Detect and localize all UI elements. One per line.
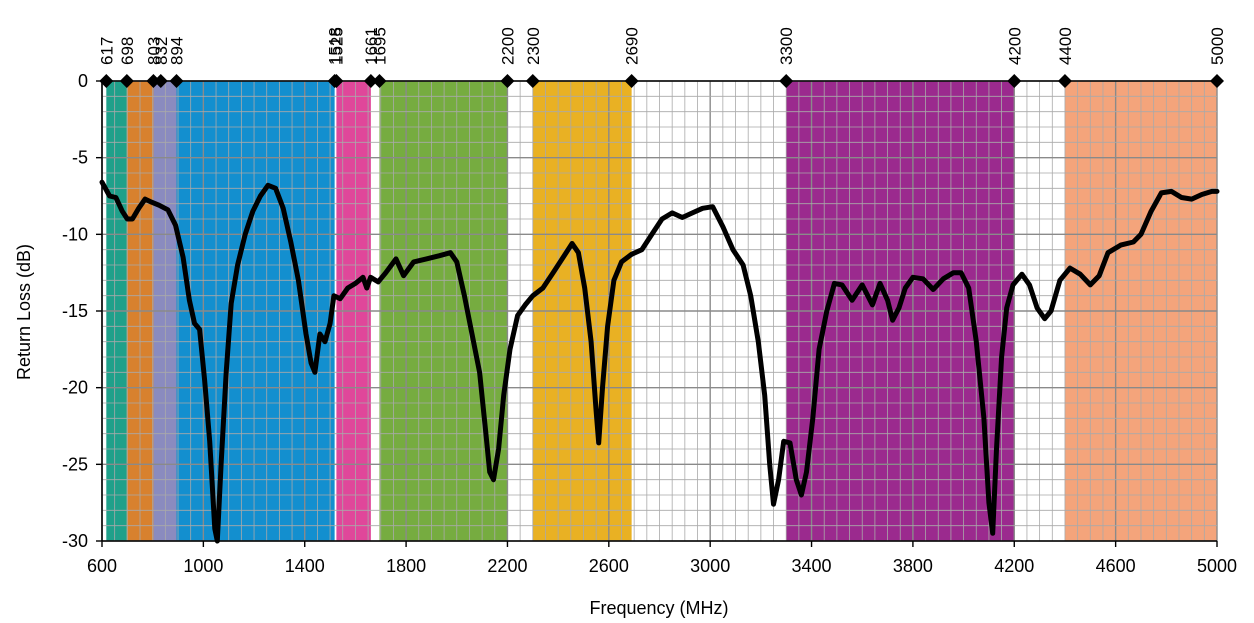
band-marker-diamond: [99, 74, 114, 88]
band-marker-diamond: [329, 74, 344, 88]
tick-labels: 600 1000 1400 1800 2200 2600 3000 3400 3800 4200 4…: [62, 71, 1237, 576]
y-tick-label: -15: [62, 301, 88, 321]
band-marker-diamond: [500, 74, 515, 88]
x-tick-label: 3000: [690, 556, 730, 576]
x-tick-label: 3400: [792, 556, 832, 576]
x-tick-label: 3800: [893, 556, 933, 576]
band-marker-diamond: [1210, 74, 1224, 88]
y-tick-label: -20: [62, 378, 88, 398]
band-marker-label: 1695: [370, 27, 389, 65]
band-marker-label: 2200: [498, 27, 517, 65]
band-marker-label: 4200: [1005, 27, 1024, 65]
band-marker-diamond: [119, 74, 134, 88]
band-marker-label: 1525: [327, 27, 346, 65]
band-marker-label: 3300: [777, 27, 796, 65]
x-tick-label: 4200: [994, 556, 1034, 576]
y-tick-label: 0: [78, 71, 88, 91]
y-tick-label: -5: [72, 148, 88, 168]
band-marker-label: 698: [118, 37, 137, 65]
x-tick-label: 1000: [183, 556, 223, 576]
band-marker-diamond: [1007, 74, 1022, 88]
band-marker-diamond: [372, 74, 387, 88]
y-axis-title: Return Loss (dB): [14, 244, 34, 380]
band-marker-label: 803: [144, 37, 163, 65]
series-line-0: [99, 179, 1220, 544]
band-marker-diamond: [153, 74, 168, 88]
band-marker-diamond: [525, 74, 540, 88]
band-marker-label: 617: [97, 37, 116, 65]
x-tick-label: 2600: [589, 556, 629, 576]
y-tick-label: -30: [62, 531, 88, 551]
x-tick-label: 4600: [1096, 556, 1136, 576]
band-marker-label: 1518: [326, 27, 345, 65]
band-marker-diamond: [146, 74, 161, 88]
x-tick-label: 1800: [386, 556, 426, 576]
band-marker-label: 4400: [1056, 27, 1075, 65]
band-marker-diamond: [169, 74, 184, 88]
band-marker-diamond: [363, 74, 378, 88]
x-axis-title: Frequency (MHz): [589, 598, 728, 618]
band-marker-label: 1661: [362, 27, 381, 65]
y-tick-label: -10: [62, 224, 88, 244]
band-marker-label: 2690: [623, 27, 642, 65]
axes: [96, 80, 1218, 547]
series-layer: [99, 179, 1220, 544]
band-marker-label: 894: [168, 37, 187, 65]
y-tick-label: -25: [62, 454, 88, 474]
x-tick-label: 1400: [285, 556, 325, 576]
band-marker-label: 832: [152, 37, 171, 65]
band-marker-label: 5000: [1208, 27, 1227, 65]
x-tick-label: 600: [87, 556, 117, 576]
x-tick-label: 5000: [1197, 556, 1237, 576]
band-marker-diamond: [624, 74, 639, 88]
band-marker-diamond: [779, 74, 794, 88]
band-marker-diamond: [1057, 74, 1072, 88]
x-tick-label: 2200: [487, 556, 527, 576]
band-marker-label: 2300: [524, 27, 543, 65]
